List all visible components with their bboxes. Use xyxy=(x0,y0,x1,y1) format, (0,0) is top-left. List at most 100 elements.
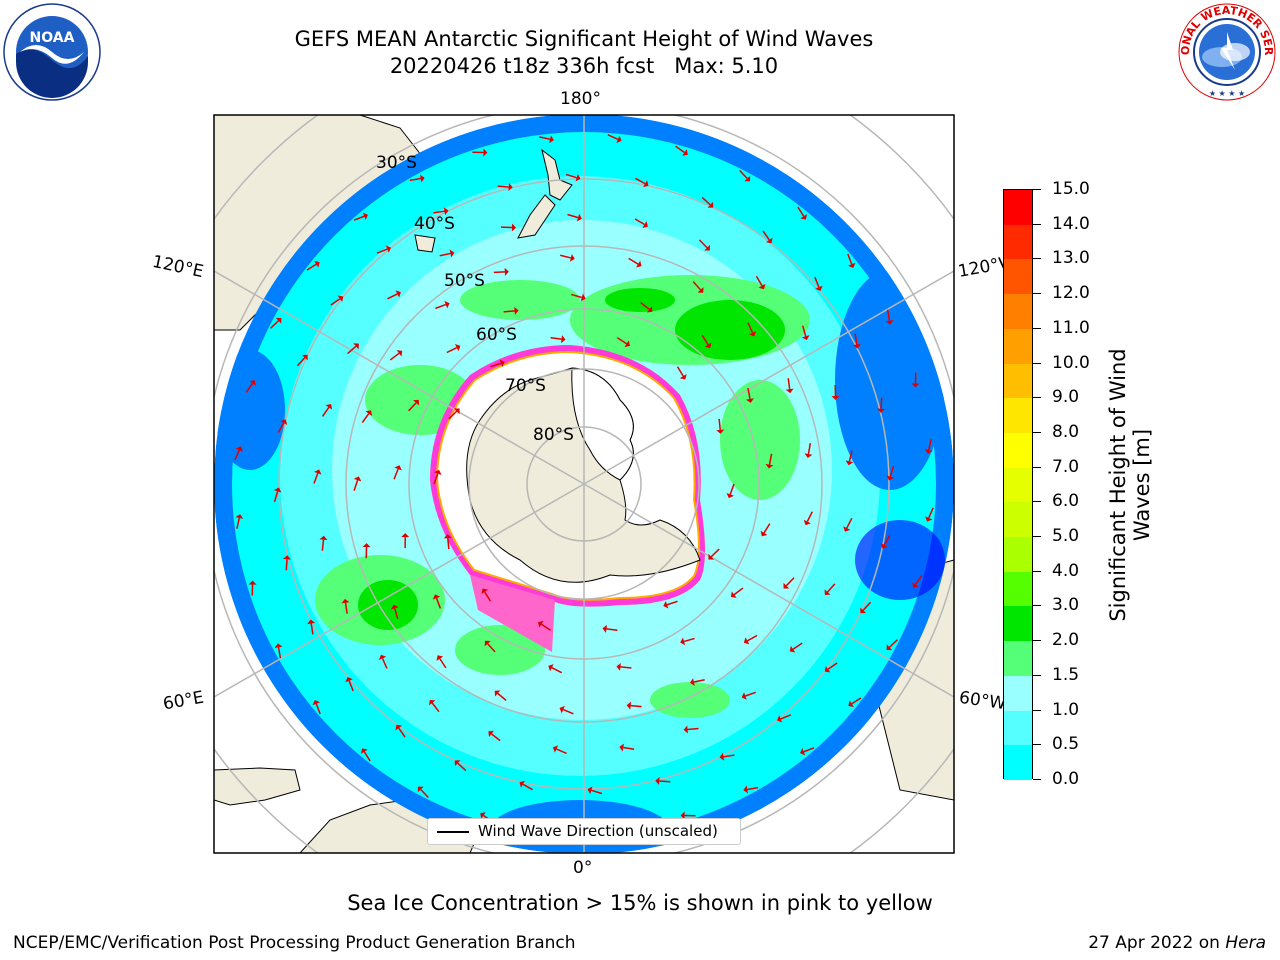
wave-direction-arrowhead xyxy=(783,582,790,589)
wave-direction-arrowhead xyxy=(719,752,725,761)
lat-label-80s: 80°S xyxy=(533,425,574,445)
date-host: Hera xyxy=(1225,933,1266,953)
wave-direction-arrow xyxy=(883,535,891,546)
wave-direction-arrow xyxy=(439,658,447,669)
wave-direction-arrow xyxy=(484,591,492,602)
wave-direction-arrow xyxy=(768,453,773,465)
wave-direction-arrowhead xyxy=(925,516,933,522)
wave-direction-arrow xyxy=(807,443,812,455)
wave-direction-arrow xyxy=(285,559,288,571)
wave-direction-arrowhead xyxy=(758,283,766,290)
colorbar-tick xyxy=(1033,744,1041,746)
wave-direction-arrowhead xyxy=(924,449,933,454)
wave-direction-arrow xyxy=(556,748,567,755)
colorbar-tick-label: 6.0 xyxy=(1052,491,1080,512)
wave-direction-arrow xyxy=(785,577,795,587)
wave-direction-arrowhead xyxy=(804,453,813,458)
colorbar-tick-label: 11.0 xyxy=(1052,317,1090,338)
wave-direction-arrowhead xyxy=(337,295,344,303)
wave-direction-arrowhead xyxy=(314,469,322,475)
wave-direction-arrow xyxy=(408,402,417,412)
colorbar-tick-label: 13.0 xyxy=(1052,248,1090,269)
wave-direction-arrow xyxy=(363,751,371,762)
wave-direction-arrow xyxy=(487,643,496,653)
wave-direction-arrowhead xyxy=(249,380,256,386)
wave-direction-arrowhead xyxy=(663,600,669,609)
wave-direction-arrowhead xyxy=(911,383,920,388)
wave-direction-arrowhead xyxy=(587,786,593,795)
wave-direction-arrowhead xyxy=(680,637,686,646)
wave-direction-arrow xyxy=(277,647,282,659)
wave-direction-arrow xyxy=(710,548,720,558)
wave-direction-arrow xyxy=(607,134,619,140)
date-prefix: 27 Apr 2022 on xyxy=(1088,933,1226,953)
wave-direction-arrowhead xyxy=(481,588,489,594)
wave-direction-arrow xyxy=(273,491,279,503)
wave-direction-arrowhead xyxy=(394,465,402,471)
colorbar-tick-label: 0.0 xyxy=(1052,769,1080,789)
wave-direction-arrow xyxy=(562,708,574,715)
wave-direction-arrowhead xyxy=(680,811,685,820)
wave-direction-arrow xyxy=(315,703,321,715)
colorbar-tick xyxy=(1033,258,1041,260)
wave-direction-arrow xyxy=(762,230,770,241)
wave-direction-arrowhead xyxy=(704,244,710,251)
colorbar-tick-label: 0.5 xyxy=(1052,734,1080,755)
noaa-logo: NOAA xyxy=(3,3,101,101)
lon-label-180: 180° xyxy=(560,89,601,109)
wave-direction-arrow xyxy=(321,406,330,417)
wave-direction-arrowhead xyxy=(341,598,350,604)
wave-direction-arrow xyxy=(630,704,642,708)
wave-direction-arrow xyxy=(236,517,241,529)
wave-direction-arrowhead xyxy=(843,526,851,532)
wave-direction-arrowhead xyxy=(636,260,642,268)
wave-direction-arrowhead xyxy=(432,594,441,600)
date-text: 27 Apr 2022 on Hera xyxy=(1088,933,1266,953)
wave-direction-arrow xyxy=(409,177,421,182)
colorbar-tick xyxy=(1033,293,1041,295)
wave-direction-arrowhead xyxy=(307,619,316,625)
nws-logo: NATIONAL WEATHER SERVICE ★ ★ ★ ★ xyxy=(1177,2,1276,101)
legend-label: Wind Wave Direction (unscaled) xyxy=(478,822,718,840)
wave-direction-arrowhead xyxy=(831,395,840,401)
wave-direction-arrow xyxy=(321,539,325,551)
wave-direction-arrow xyxy=(270,320,280,329)
wave-direction-arrow xyxy=(606,628,618,631)
wave-direction-arrow xyxy=(729,483,735,495)
wave-direction-arrowhead xyxy=(707,201,714,208)
wave-direction-arrow xyxy=(493,271,505,274)
colorbar-segment xyxy=(1004,710,1032,746)
wave-direction-arrowhead xyxy=(378,654,387,660)
wave-direction-arrowhead xyxy=(395,290,401,298)
wave-direction-arrow xyxy=(497,185,509,188)
new-zealand-land xyxy=(541,148,573,201)
wave-direction-arrow xyxy=(540,623,552,631)
wave-direction-arrowhead xyxy=(801,335,810,341)
colorbar-segment xyxy=(1004,675,1032,711)
wave-direction-arrow xyxy=(591,789,603,795)
wave-direction-arrowhead xyxy=(697,287,704,293)
wave-direction-arrow xyxy=(420,788,429,798)
wave-direction-arrowhead xyxy=(785,388,794,394)
colorbar-tick xyxy=(1033,397,1041,399)
wave-direction-arrowhead xyxy=(514,306,519,315)
wave-direction-arrowhead xyxy=(280,419,288,425)
wave-direction-arrowhead xyxy=(274,643,283,648)
wave-direction-arrow xyxy=(348,680,354,692)
wave-direction-arrowhead xyxy=(624,340,630,348)
wave-direction-arrowhead xyxy=(760,530,768,537)
colorbar-tick xyxy=(1033,640,1041,642)
wave-direction-arrow xyxy=(701,334,709,346)
colorbar-tick xyxy=(1033,362,1041,364)
wave-direction-arrowhead xyxy=(235,446,243,452)
wave-direction-arrow xyxy=(886,309,891,321)
wave-direction-arrowhead xyxy=(800,214,808,220)
colorbar-tick xyxy=(1033,431,1041,433)
legend-line-icon xyxy=(437,831,469,833)
wave-direction-arrow xyxy=(330,298,341,306)
wave-direction-arrowhead xyxy=(480,812,486,819)
colorbar-tick xyxy=(1033,674,1041,676)
colorbar-tick xyxy=(1033,536,1041,538)
wave-direction-arrowhead xyxy=(275,317,282,324)
